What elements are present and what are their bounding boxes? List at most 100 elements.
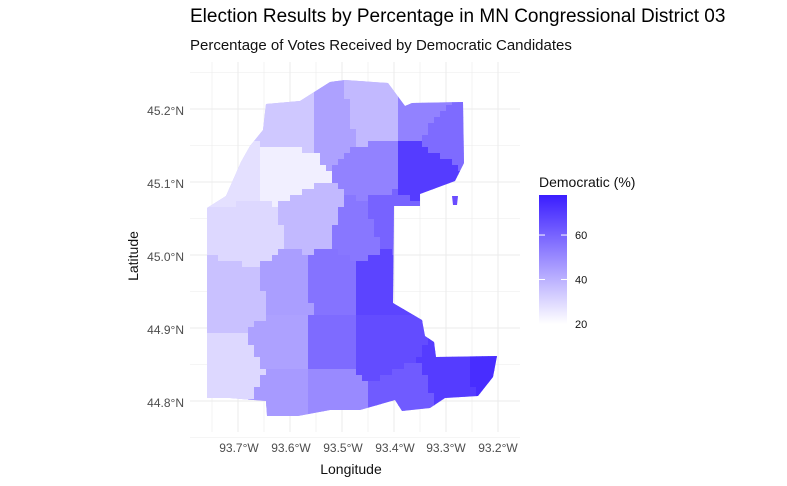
precinct-cell xyxy=(308,351,315,358)
precinct-cell xyxy=(242,165,249,172)
precinct-cell xyxy=(338,231,345,238)
precinct-cell xyxy=(224,80,231,82)
precinct-cell xyxy=(458,117,465,124)
precinct-cell xyxy=(224,231,231,238)
precinct-cell xyxy=(494,165,497,172)
precinct-cell xyxy=(332,405,339,412)
precinct-cell xyxy=(230,195,237,202)
precinct-cell xyxy=(326,225,333,232)
precinct-cell xyxy=(500,111,507,118)
precinct-cell xyxy=(410,381,417,388)
precinct-cell xyxy=(476,123,483,130)
precinct-cell xyxy=(284,213,291,220)
precinct-cell xyxy=(452,417,459,424)
precinct-cell xyxy=(488,87,495,94)
precinct-cell xyxy=(488,177,495,184)
precinct-cell xyxy=(482,87,489,94)
precinct-cell xyxy=(374,153,381,160)
precinct-cell xyxy=(362,219,369,226)
precinct-cell xyxy=(326,99,333,106)
precinct-cell xyxy=(266,129,273,136)
precinct-cell xyxy=(248,147,255,154)
precinct-cell xyxy=(338,351,345,358)
precinct-cell xyxy=(218,219,225,226)
precinct-cell xyxy=(398,381,405,388)
precinct-cell xyxy=(254,177,261,184)
precinct-cell xyxy=(224,291,231,298)
precinct-cell xyxy=(248,189,255,196)
precinct-cell xyxy=(368,105,375,112)
precinct-cell xyxy=(236,219,243,226)
precinct-cell xyxy=(422,399,429,406)
precinct-cell xyxy=(302,243,309,250)
precinct-cell xyxy=(434,231,441,238)
precinct-cell xyxy=(326,105,333,112)
precinct-cell xyxy=(350,243,357,250)
precinct-cell xyxy=(428,315,435,322)
precinct-cell xyxy=(272,267,279,274)
precinct-cell xyxy=(380,309,387,316)
precinct-cell xyxy=(284,237,291,244)
precinct-cell xyxy=(482,339,489,346)
precinct-cell xyxy=(398,369,405,376)
precinct-cell xyxy=(362,405,369,412)
precinct-cell xyxy=(207,183,213,190)
precinct-cell xyxy=(344,339,351,346)
precinct-cell xyxy=(356,291,363,298)
precinct-cell xyxy=(290,405,297,412)
precinct-cell xyxy=(446,297,453,304)
precinct-cell xyxy=(476,243,483,250)
precinct-cell xyxy=(464,177,471,184)
precinct-cell xyxy=(422,411,429,416)
precinct-cell xyxy=(332,225,339,232)
precinct-cell xyxy=(242,237,249,244)
precinct-cell xyxy=(260,297,267,304)
precinct-cell xyxy=(272,297,279,304)
precinct-cell xyxy=(278,159,285,166)
precinct-cell xyxy=(482,417,489,424)
precinct-cell xyxy=(464,369,471,376)
precinct-cell xyxy=(476,285,483,292)
precinct-cell xyxy=(446,135,453,142)
precinct-cell xyxy=(332,327,339,334)
precinct-cell xyxy=(464,315,471,322)
precinct-cell xyxy=(374,237,381,244)
precinct-cell xyxy=(230,399,237,406)
precinct-cell xyxy=(296,117,303,124)
precinct-cell xyxy=(344,375,351,382)
precinct-cell xyxy=(302,321,309,328)
precinct-cell xyxy=(302,327,309,334)
precinct-cell xyxy=(344,111,351,118)
precinct-cell xyxy=(494,345,497,352)
precinct-cell xyxy=(290,333,297,340)
precinct-cell xyxy=(386,255,393,262)
precinct-cell xyxy=(206,417,213,424)
precinct-cell xyxy=(458,183,465,190)
precinct-cell xyxy=(344,387,351,394)
precinct-cell xyxy=(500,105,507,112)
precinct-cell xyxy=(254,411,261,416)
precinct-cell xyxy=(332,309,339,316)
precinct-cell xyxy=(446,189,453,196)
precinct-cell xyxy=(494,93,497,100)
precinct-cell xyxy=(470,393,477,400)
precinct-cell xyxy=(410,339,417,346)
precinct-cell xyxy=(272,111,279,118)
precinct-cell xyxy=(200,75,207,82)
precinct-cell xyxy=(296,339,303,346)
precinct-cell xyxy=(326,189,333,196)
precinct-cell xyxy=(416,393,423,400)
precinct-cell xyxy=(272,369,279,376)
precinct-cell xyxy=(374,189,381,196)
precinct-cell xyxy=(416,285,423,292)
precinct-cell xyxy=(494,80,497,82)
precinct-cell xyxy=(320,159,327,166)
precinct-cell xyxy=(434,393,441,400)
precinct-cell xyxy=(218,357,225,364)
precinct-cell xyxy=(458,369,465,376)
precinct-cell xyxy=(260,171,267,178)
precinct-cell xyxy=(494,237,497,244)
precinct-cell xyxy=(248,375,255,382)
precinct-cell xyxy=(386,183,393,190)
